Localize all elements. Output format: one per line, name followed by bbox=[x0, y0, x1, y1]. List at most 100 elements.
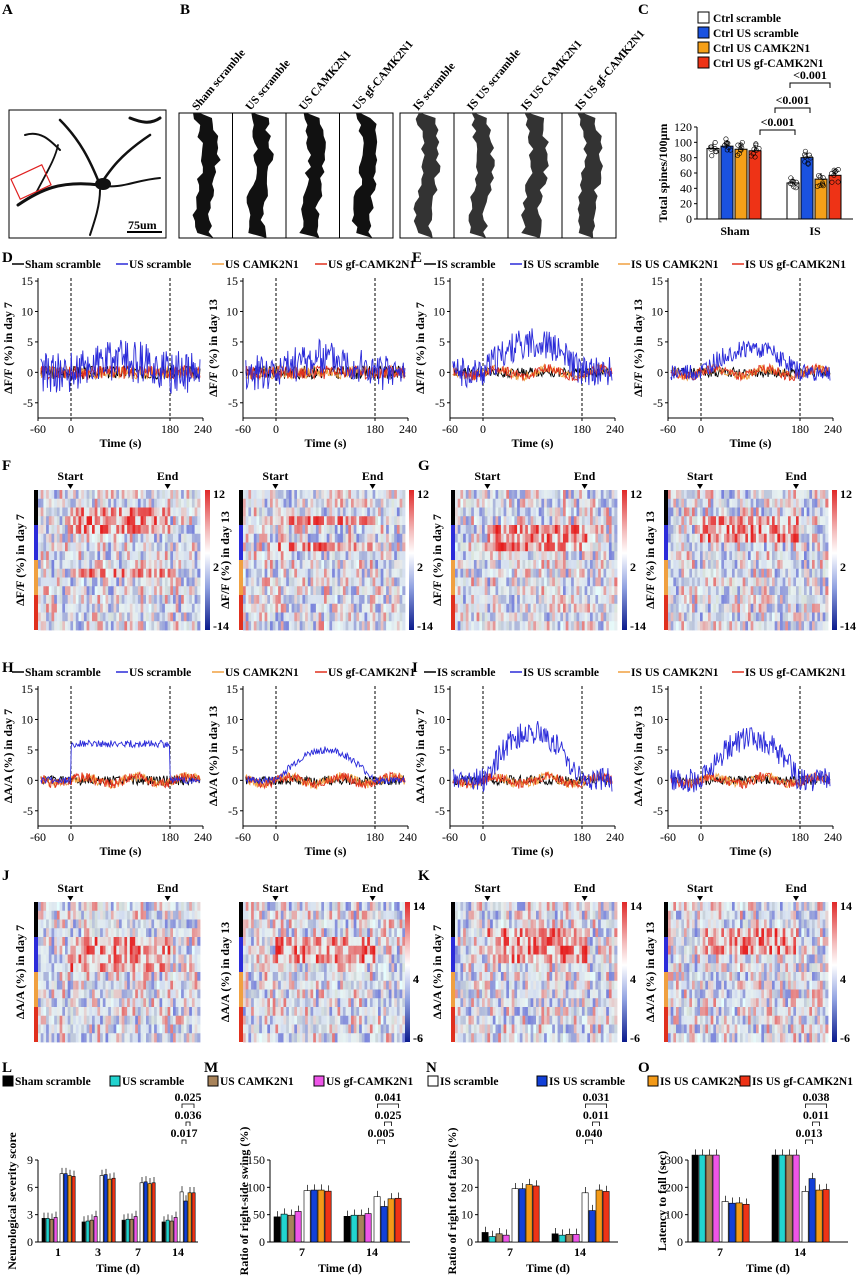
data-point bbox=[756, 145, 762, 151]
heat-cell bbox=[482, 603, 486, 613]
heat-cell bbox=[332, 542, 336, 552]
heat-cell bbox=[132, 568, 136, 578]
heat-cell bbox=[790, 577, 794, 587]
trace-line bbox=[245, 746, 406, 785]
heat-cell bbox=[509, 490, 513, 500]
heat-cell bbox=[700, 577, 704, 587]
heat-cell bbox=[678, 498, 682, 508]
heat-cell bbox=[191, 963, 195, 973]
heat-cell bbox=[73, 533, 77, 543]
heat-cell bbox=[581, 595, 585, 605]
heat-cell bbox=[729, 516, 733, 526]
x-tick-label: -60 bbox=[30, 422, 46, 436]
heat-cell bbox=[482, 568, 486, 578]
heat-cell bbox=[167, 507, 171, 517]
heat-cell bbox=[592, 490, 596, 500]
heat-cell bbox=[742, 533, 746, 543]
heat-cell bbox=[283, 507, 287, 517]
heat-cell bbox=[175, 568, 179, 578]
heat-cell bbox=[46, 972, 50, 982]
heat-cell bbox=[809, 542, 813, 552]
heat-cell bbox=[782, 507, 786, 517]
heat-cell bbox=[822, 603, 826, 613]
heat-cell bbox=[761, 516, 765, 526]
heat-cell bbox=[721, 595, 725, 605]
heat-cell bbox=[463, 577, 467, 587]
heat-cell bbox=[692, 577, 696, 587]
heat-cell bbox=[340, 595, 344, 605]
heat-cell bbox=[51, 902, 55, 912]
heat-cell bbox=[197, 490, 201, 500]
heat-cell bbox=[59, 551, 63, 561]
heat-cell bbox=[353, 586, 357, 596]
heat-cell bbox=[517, 568, 521, 578]
heat-cell bbox=[598, 525, 602, 535]
heat-cell bbox=[318, 603, 322, 613]
heat-cell bbox=[46, 507, 50, 517]
heat-cell bbox=[56, 989, 60, 999]
heat-cell bbox=[43, 516, 47, 526]
heat-cell bbox=[191, 498, 195, 508]
heat-cell bbox=[280, 551, 284, 561]
heat-cell bbox=[750, 603, 754, 613]
heat-cell bbox=[143, 498, 147, 508]
heat-cell bbox=[178, 989, 182, 999]
heat-cell bbox=[348, 525, 352, 535]
heat-cell bbox=[705, 525, 709, 535]
heat-cell bbox=[388, 595, 392, 605]
heat-cell bbox=[509, 577, 513, 587]
heat-cell bbox=[148, 902, 152, 912]
heat-cell bbox=[361, 490, 365, 500]
heat-cell bbox=[351, 612, 355, 622]
heat-cell bbox=[565, 516, 569, 526]
heat-cell bbox=[148, 516, 152, 526]
heat-cell bbox=[689, 603, 693, 613]
heat-cell bbox=[498, 507, 502, 517]
heat-cell bbox=[297, 533, 301, 543]
heat-cell bbox=[110, 937, 114, 947]
heat-cell bbox=[119, 945, 123, 955]
heat-cell bbox=[716, 577, 720, 587]
heat-cell bbox=[676, 516, 680, 526]
heat-cell bbox=[822, 568, 826, 578]
heat-cell bbox=[261, 533, 265, 543]
heat-cell bbox=[745, 586, 749, 596]
heat-cell bbox=[78, 568, 82, 578]
heat-cell bbox=[156, 945, 160, 955]
heat-cell bbox=[67, 595, 71, 605]
heat-cell bbox=[78, 516, 82, 526]
heat-cell bbox=[356, 586, 360, 596]
heat-cell bbox=[70, 963, 74, 973]
heat-cell bbox=[394, 621, 398, 631]
heat-cell bbox=[83, 945, 87, 955]
heat-cell bbox=[729, 498, 733, 508]
heat-cell bbox=[492, 568, 496, 578]
heat-cell bbox=[592, 533, 596, 543]
heat-cell bbox=[129, 586, 133, 596]
heat-cell bbox=[468, 507, 472, 517]
heat-cell bbox=[455, 621, 459, 631]
heat-cell bbox=[490, 603, 494, 613]
heat-cell bbox=[689, 533, 693, 543]
heat-cell bbox=[694, 507, 698, 517]
heat-cell bbox=[270, 551, 274, 561]
heat-cell bbox=[552, 542, 556, 552]
heat-cell bbox=[89, 498, 93, 508]
heat-cell bbox=[59, 910, 63, 920]
heat-cell bbox=[538, 603, 542, 613]
heat-cell bbox=[97, 577, 101, 587]
heat-cell bbox=[670, 577, 674, 587]
heat-cell bbox=[546, 525, 550, 535]
heat-cell bbox=[135, 989, 139, 999]
heat-cell bbox=[804, 551, 808, 561]
heat-cell bbox=[181, 551, 185, 561]
heat-cell bbox=[369, 621, 373, 631]
heat-cell bbox=[788, 498, 792, 508]
heat-cell bbox=[686, 551, 690, 561]
heat-cell bbox=[484, 621, 488, 631]
heat-cell bbox=[367, 533, 371, 543]
heat-cell bbox=[345, 542, 349, 552]
heat-cell bbox=[557, 542, 561, 552]
